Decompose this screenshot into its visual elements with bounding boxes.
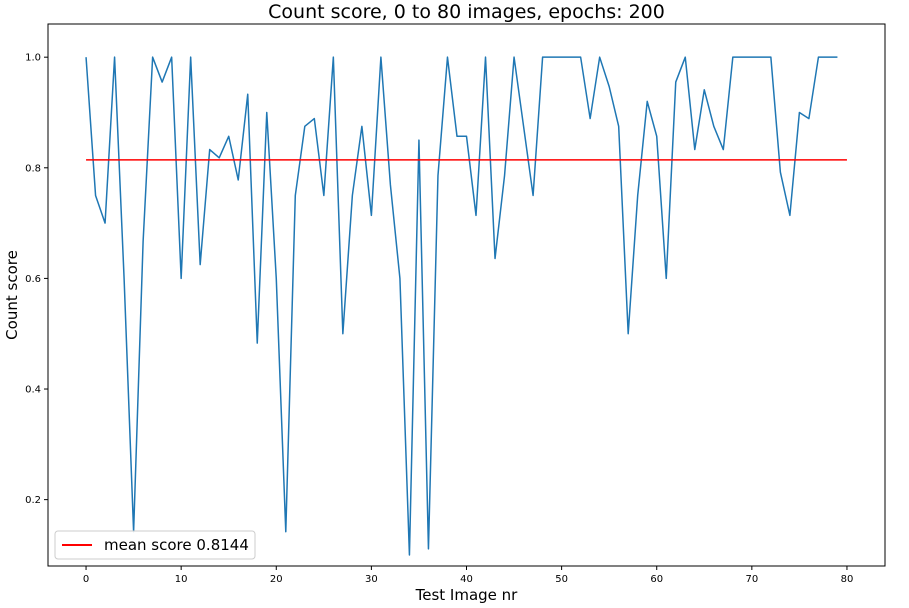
x-tick-label: 30 bbox=[365, 574, 378, 585]
y-tick-label: 1.0 bbox=[25, 53, 41, 64]
x-axis-label: Test Image nr bbox=[415, 586, 519, 604]
count-score-line bbox=[85, 56, 838, 556]
legend: mean score 0.8144 bbox=[54, 530, 256, 560]
y-axis-ticks: 0.2 0.4 0.6 0.8 1.0 bbox=[25, 53, 48, 506]
y-tick-label: 0.8 bbox=[25, 163, 41, 174]
x-tick-label: 60 bbox=[650, 574, 663, 585]
x-tick-label: 50 bbox=[555, 574, 568, 585]
y-axis-label: Count score bbox=[3, 250, 21, 340]
y-tick-label: 0.6 bbox=[25, 274, 41, 285]
x-tick-label: 0 bbox=[83, 574, 89, 585]
x-tick-label: 70 bbox=[745, 574, 758, 585]
x-axis-ticks: 0 10 20 30 40 50 60 70 80 bbox=[83, 566, 853, 585]
x-tick-label: 10 bbox=[175, 574, 188, 585]
x-tick-label: 20 bbox=[270, 574, 283, 585]
x-tick-label: 40 bbox=[460, 574, 473, 585]
y-tick-label: 0.2 bbox=[25, 495, 41, 506]
legend-box bbox=[54, 530, 256, 560]
legend-label-mean: mean score 0.8144 bbox=[104, 536, 249, 554]
chart-title: Count score, 0 to 80 images, epochs: 200 bbox=[268, 1, 665, 23]
x-tick-label: 80 bbox=[841, 574, 854, 585]
series-layer bbox=[85, 56, 847, 556]
y-tick-label: 0.4 bbox=[25, 385, 41, 396]
